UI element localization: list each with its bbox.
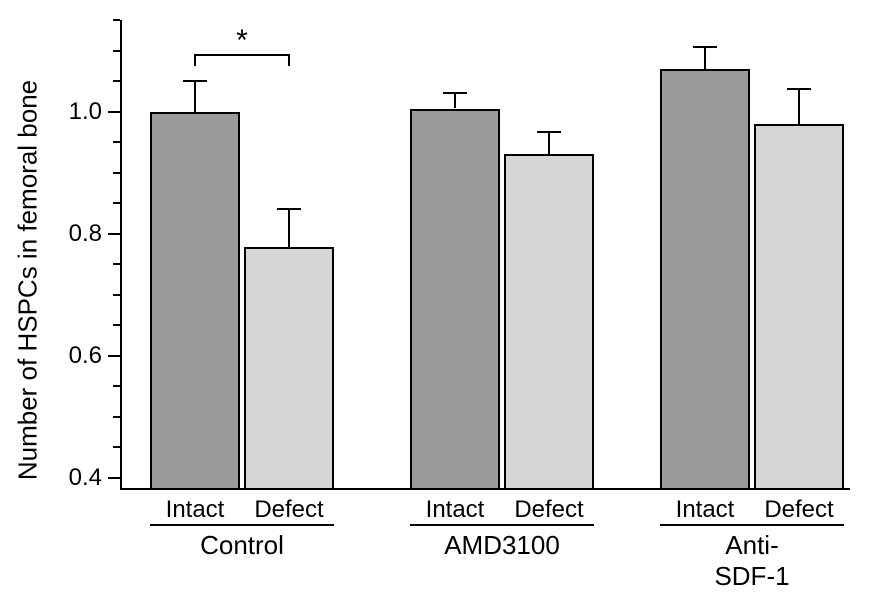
bar — [410, 109, 500, 490]
y-tick-minor — [113, 324, 120, 326]
y-tick-major — [108, 233, 120, 235]
y-tick-minor — [113, 263, 120, 265]
y-axis-title: Number of HSPCs in femoral bone — [13, 80, 44, 480]
error-bar-cap — [277, 208, 301, 210]
error-bar-cap — [693, 46, 717, 48]
y-tick-minor — [113, 172, 120, 174]
group-underline — [660, 524, 844, 526]
y-tick-minor — [113, 385, 120, 387]
plot-area: 0.40.60.81.0IntactDefectControlIntactDef… — [120, 20, 860, 490]
group-label: Anti-SDF-1 — [698, 530, 806, 592]
category-label: Intact — [426, 496, 485, 524]
y-tick-minor — [113, 19, 120, 21]
error-bar-cap — [537, 131, 561, 133]
error-bar-stem — [454, 93, 456, 109]
y-tick-label: 0.6 — [62, 342, 102, 370]
error-bar-stem — [194, 81, 196, 112]
y-tick-label: 1.0 — [62, 98, 102, 126]
y-tick-minor — [113, 50, 120, 52]
group-label: Control — [200, 530, 284, 561]
error-bar-stem — [798, 89, 800, 124]
y-tick-major — [108, 355, 120, 357]
error-bar-cap — [787, 88, 811, 90]
bar-chart: Number of HSPCs in femoral bone 0.40.60.… — [0, 0, 894, 597]
significance-bracket-tick — [194, 54, 196, 66]
bar — [150, 112, 240, 490]
bar — [244, 247, 334, 490]
group-label: AMD3100 — [444, 530, 560, 561]
category-label: Intact — [166, 496, 225, 524]
bar — [504, 154, 594, 490]
y-tick-minor — [113, 294, 120, 296]
bar — [754, 124, 844, 490]
y-tick-major — [108, 111, 120, 113]
y-tick-major — [108, 477, 120, 479]
error-bar-cap — [443, 92, 467, 94]
significance-star: * — [236, 26, 248, 56]
error-bar-stem — [288, 209, 290, 247]
group-underline — [410, 524, 594, 526]
y-tick-minor — [113, 446, 120, 448]
error-bar-stem — [704, 47, 706, 69]
y-tick-minor — [113, 416, 120, 418]
error-bar-stem — [548, 132, 550, 155]
category-label: Defect — [514, 496, 583, 524]
significance-bracket-tick — [288, 54, 290, 66]
y-axis-line — [120, 20, 122, 490]
y-tick-label: 0.4 — [62, 464, 102, 492]
category-label: Intact — [676, 496, 735, 524]
error-bar-cap — [183, 80, 207, 82]
y-tick-minor — [113, 80, 120, 82]
category-label: Defect — [254, 496, 323, 524]
y-tick-minor — [113, 141, 120, 143]
bar — [660, 69, 750, 490]
group-underline — [150, 524, 334, 526]
category-label: Defect — [764, 496, 833, 524]
y-tick-label: 0.8 — [62, 220, 102, 248]
y-tick-minor — [113, 202, 120, 204]
